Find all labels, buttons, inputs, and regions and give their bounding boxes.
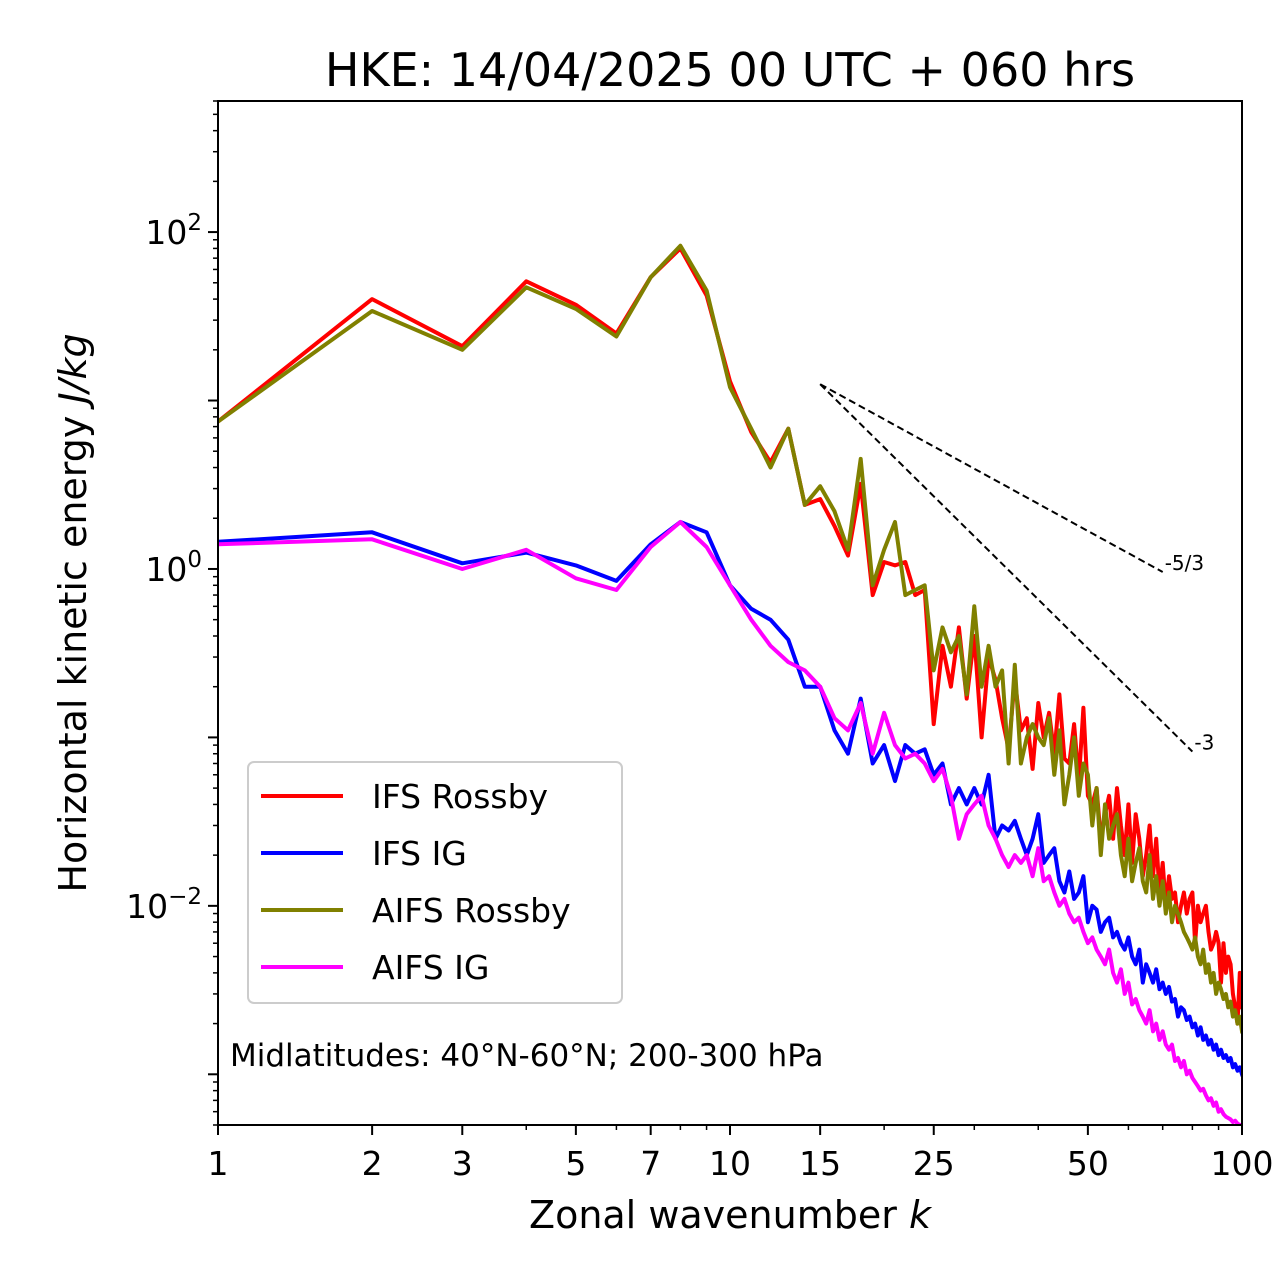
y-tick-label: 102: [145, 210, 202, 252]
legend-box: [247, 761, 623, 1004]
x-tick-label: 7: [640, 1144, 661, 1183]
x-tick-label: 25: [913, 1144, 955, 1183]
x-tick-label: 5: [565, 1144, 586, 1183]
y-axis-label: Horizontal kinetic energy J/kg: [51, 333, 95, 892]
reference-slope-label: -5/3: [1165, 551, 1204, 575]
legend: IFS Rossby IFS IG AIFS Rossby AIFS IG: [247, 761, 623, 1004]
legend-entry-label: AIFS IG: [372, 948, 489, 987]
y-tick-label: 100: [145, 547, 202, 589]
legend-entry-label: IFS IG: [372, 834, 467, 873]
legend-entry-label: IFS Rossby: [372, 777, 548, 816]
reference-slope-line: [819, 383, 1194, 753]
y-tick-label: 10−2: [126, 884, 202, 926]
x-tick-label: 50: [1067, 1144, 1109, 1183]
x-tick-label: 100: [1211, 1144, 1274, 1183]
series-line-aifs-ig: [218, 520, 1242, 1125]
x-tick-label: 1: [208, 1144, 229, 1183]
plot-area: 1 2 3 5 7 10 15 25 50 100 10−2 100 102 -5/3 -3: [126, 100, 1274, 1183]
series-line-ifs-ig: [218, 520, 1242, 1077]
x-tick-label: 15: [799, 1144, 841, 1183]
legend-entry-label: AIFS Rossby: [372, 891, 571, 930]
reference-slope-line: [819, 383, 1164, 573]
series-line-aifs-rossby: [218, 243, 1242, 1034]
region-annotation: Midlatitudes: 40°N-60°N; 200-300 hPa: [230, 1038, 824, 1074]
reference-slope-label: -3: [1194, 731, 1214, 755]
x-tick-label: 2: [362, 1144, 383, 1183]
chart-title: HKE: 14/04/2025 00 UTC + 060 hrs: [325, 43, 1135, 97]
x-tick-label: 3: [452, 1144, 473, 1183]
x-tick-label: 10: [709, 1144, 751, 1183]
x-axis-label: Zonal wavenumber k: [529, 1193, 933, 1237]
